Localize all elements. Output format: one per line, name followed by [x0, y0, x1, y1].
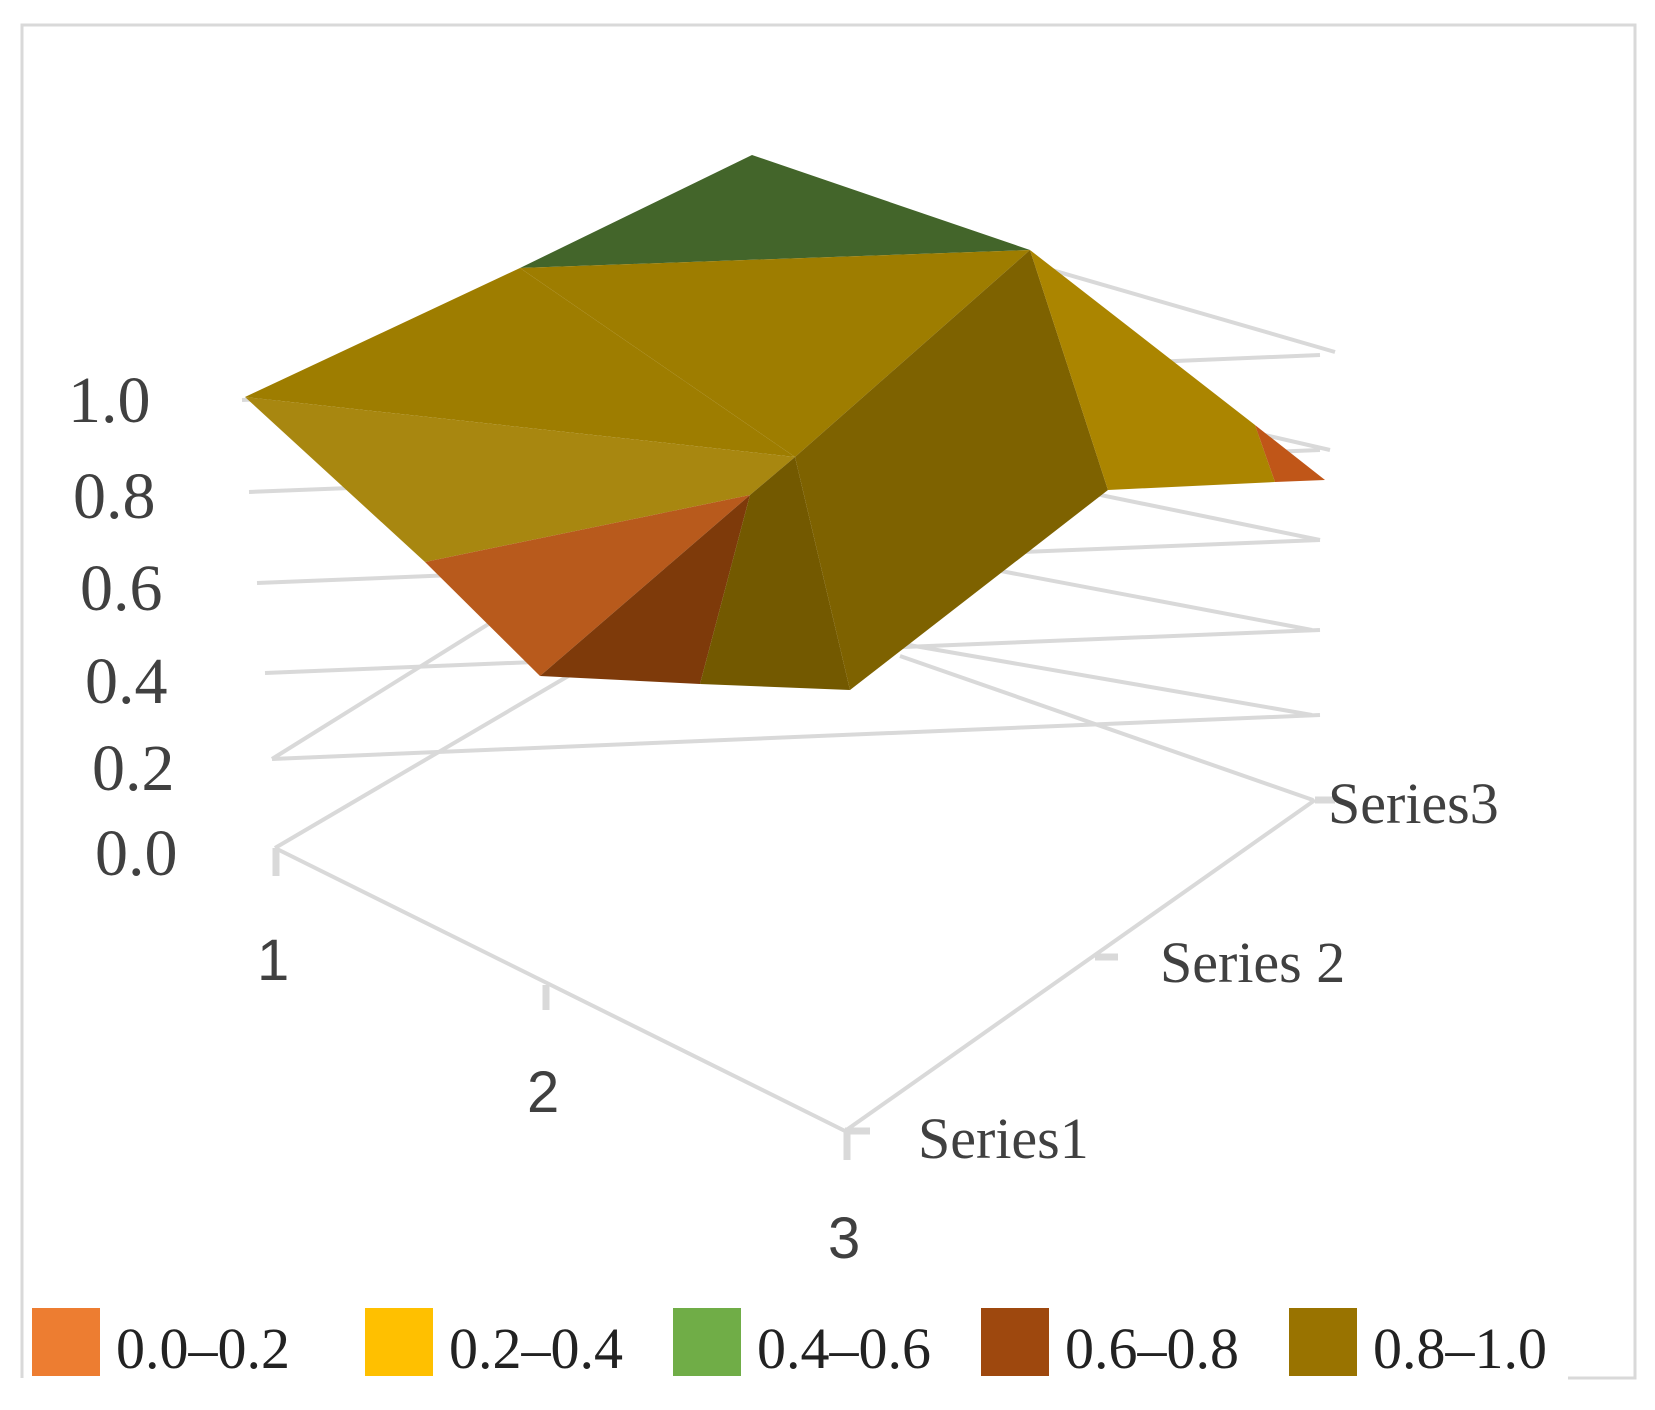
grid-line-series-0.2: [271, 713, 1321, 761]
axes: [272, 654, 1335, 1160]
surface-facet-brown: [540, 495, 750, 684]
legend-swatch: [1289, 1308, 1357, 1376]
z-tick-label: 0.6: [80, 552, 163, 625]
surface-plot: [245, 155, 1325, 690]
legend-label: 0.8–1.0: [1373, 1316, 1547, 1381]
legend-label: 0.0–0.2: [116, 1316, 290, 1381]
legend-swatch: [32, 1308, 100, 1376]
z-tick-label: 1.0: [68, 364, 151, 437]
surface-facet-right-orange: [1255, 425, 1325, 482]
surface-facet-orange: [425, 495, 750, 676]
legend: 0.0–0.2 0.2–0.4 0.4–0.6 0.6–0.8 0.8–1.0: [32, 1308, 1547, 1381]
floor-back-line: [273, 673, 572, 850]
surface-facet-left-mid: [245, 397, 795, 562]
floor-right-line: [899, 654, 1314, 802]
legend-swatch: [673, 1308, 741, 1376]
series-axis: Series1 Series 2 Series3: [918, 771, 1499, 1171]
surface-facet-green-top: [520, 155, 1030, 268]
legend-label: 0.6–0.8: [1065, 1316, 1239, 1381]
series-tick-label: Series3: [1328, 771, 1499, 836]
series-axis-line: [843, 798, 1317, 1133]
z-tick-label: 0.4: [85, 645, 168, 718]
legend-swatch: [365, 1308, 433, 1376]
z-tick-label: 0.0: [95, 817, 178, 890]
surface-facet-right-gold: [1030, 250, 1275, 490]
x-tick-label: 2: [527, 1060, 559, 1125]
surface-facet-left-upper: [245, 268, 795, 457]
legend-label: 0.2–0.4: [449, 1316, 623, 1381]
series-tick-label: Series1: [918, 1106, 1089, 1171]
surface-facet-front-center: [700, 457, 850, 690]
value-axis: 0.0 0.2 0.4 0.6 0.8 1.0: [68, 364, 178, 890]
x-tick-label: 1: [257, 928, 289, 993]
surface-facet-right-dark: [795, 250, 1108, 690]
series-tick-label: Series 2: [1160, 930, 1345, 995]
x-tick-label: 3: [828, 1206, 860, 1271]
surface-facet-center-upper: [520, 250, 1030, 457]
x-axis-line: [274, 846, 846, 1133]
legend-swatch: [981, 1308, 1049, 1376]
category-axis: 1 2 3: [257, 928, 860, 1271]
chart-border: [20, 23, 1637, 1380]
legend-label: 0.4–0.6: [757, 1316, 931, 1381]
grid-back-right-1: [879, 638, 1313, 717]
z-tick-label: 0.8: [73, 460, 156, 533]
z-tick-label: 0.2: [92, 732, 175, 805]
